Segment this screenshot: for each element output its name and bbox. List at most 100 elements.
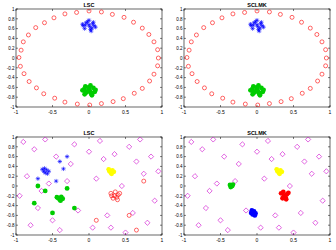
point (189, 40, 193, 44)
point (50, 218, 55, 223)
title: SCLMK (247, 130, 267, 136)
point (134, 159, 139, 164)
y-tick (328, 38, 330, 39)
point (236, 161, 241, 166)
point (273, 213, 278, 218)
y-tick-label: -0.2 (175, 194, 183, 199)
y-tick-label: 0.2 (176, 174, 183, 179)
point (220, 16, 224, 20)
x-tick (16, 137, 17, 139)
point (65, 179, 70, 184)
point (256, 103, 260, 107)
x-tick-label: 1 (329, 109, 332, 115)
y-tick (160, 9, 162, 10)
x-tick (184, 9, 185, 11)
y-tick (16, 87, 18, 88)
point (218, 218, 223, 223)
point (316, 154, 321, 159)
point (280, 152, 285, 157)
y-tick (328, 186, 330, 187)
x-tick-label: 1 (161, 109, 164, 115)
point (152, 72, 156, 76)
point (65, 154, 69, 158)
y-tick (328, 87, 330, 88)
point (231, 182, 236, 187)
y-tick (328, 9, 330, 10)
x-tick-label: 0 (88, 109, 91, 115)
x-tick (125, 9, 126, 11)
x-tick (293, 105, 294, 107)
y-tick-label: 0.6 (176, 26, 183, 31)
y-tick-label: 1 (12, 135, 15, 140)
point (99, 10, 103, 14)
y-tick (160, 67, 162, 68)
point (222, 154, 227, 159)
marks (17, 9, 160, 107)
y-tick-label: -0.4 (175, 75, 183, 80)
point (34, 26, 38, 30)
point (256, 83, 261, 88)
point (88, 24, 92, 28)
point (277, 171, 282, 176)
y-tick (184, 87, 186, 88)
point (267, 102, 271, 106)
y-tick (184, 107, 186, 108)
y-tick-label: 0.6 (8, 154, 15, 159)
point (145, 220, 150, 225)
point (152, 40, 156, 44)
point (286, 190, 291, 195)
y-tick (184, 137, 186, 138)
point (256, 24, 260, 28)
y-tick-label: -0.8 (7, 95, 15, 100)
y-tick (16, 186, 18, 187)
point (187, 48, 191, 52)
point (300, 20, 304, 24)
y-tick (160, 107, 162, 108)
y-tick (16, 205, 18, 206)
point (252, 213, 257, 218)
point (24, 174, 29, 179)
y-tick (328, 146, 330, 147)
point (267, 10, 271, 14)
point (115, 195, 119, 199)
point (195, 80, 199, 84)
point (94, 218, 98, 222)
point (82, 92, 87, 97)
y-tick (328, 48, 330, 49)
panel: SCLMK-1-0.500.51-1-0.8-0.6-0.4-0.200.20.… (175, 130, 332, 243)
y-tick-label: 0.2 (8, 46, 15, 51)
point (243, 102, 247, 106)
point (240, 142, 245, 147)
point (255, 18, 259, 22)
y-tick-label: -0.8 (175, 95, 183, 100)
point (302, 159, 307, 164)
y-tick-label: -0.2 (7, 66, 15, 71)
point (186, 64, 190, 68)
point (110, 12, 114, 16)
x-tick (257, 9, 258, 11)
x-tick (220, 233, 221, 235)
point (278, 12, 282, 16)
y-tick (160, 215, 162, 216)
y-tick (160, 28, 162, 29)
y-tick-label: 0.2 (8, 174, 15, 179)
point (119, 183, 124, 188)
title: SCLMK (247, 2, 267, 8)
y-tick (184, 28, 186, 29)
point (324, 56, 328, 60)
point (43, 189, 48, 194)
x-tick (220, 105, 221, 107)
x-tick (257, 233, 258, 235)
point (290, 15, 294, 19)
point (185, 56, 189, 60)
panel: LSC-1-0.500.51-1-0.8-0.6-0.4-0.200.20.40… (7, 2, 164, 115)
point (313, 220, 318, 225)
y-tick (328, 225, 330, 226)
point (254, 149, 259, 154)
x-tick-label: 0.5 (290, 237, 297, 243)
point (97, 138, 102, 143)
point (27, 80, 31, 84)
point (72, 142, 77, 147)
point (58, 159, 62, 163)
point (207, 188, 212, 193)
